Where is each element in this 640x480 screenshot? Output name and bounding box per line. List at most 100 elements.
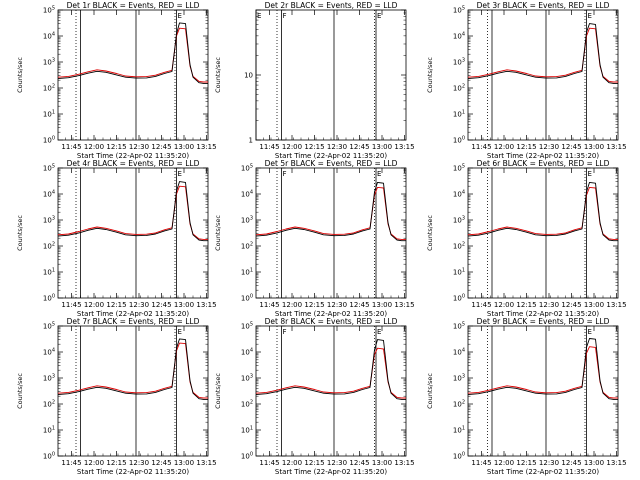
x-axis-label: Start Time (22-Apr-02 11:35:20) <box>487 152 599 160</box>
x-tick-label: 13:15 <box>606 143 626 151</box>
x-tick-label: 12:00 <box>494 143 514 151</box>
x-tick-label: 13:00 <box>584 301 604 309</box>
y-tick-label: 101 <box>453 110 465 119</box>
event-letter-label: E <box>588 170 592 178</box>
x-tick-label: 12:45 <box>349 301 369 309</box>
x-axis-label: Start Time (22-Apr-02 11:35:20) <box>487 468 599 476</box>
x-axis-label: Start Time (22-Apr-02 11:35:20) <box>77 468 189 476</box>
event-letter-label: E <box>257 12 261 20</box>
y-tick-label: 104 <box>241 190 253 199</box>
y-tick-label: 101 <box>453 426 465 435</box>
y-tick-label: 102 <box>43 242 55 251</box>
x-tick-label: 12:00 <box>494 301 514 309</box>
x-tick-label: 12:45 <box>151 301 171 309</box>
y-tick-label: 100 <box>241 294 253 303</box>
series-line-lld <box>467 186 618 240</box>
event-bracket-marker <box>176 9 181 141</box>
event-bracket-marker <box>586 325 591 457</box>
x-tick-label: 13:00 <box>174 459 194 467</box>
series-line-events <box>57 338 208 400</box>
chart-title: Det 6r BLACK = Events, RED = LLD <box>477 159 610 168</box>
x-tick-label: 13:15 <box>196 301 216 309</box>
chart-panel-6: Det 6r BLACK = Events, RED = LLD 100 101 10… <box>426 159 627 318</box>
y-tick-label: 101 <box>43 426 55 435</box>
y-tick-label: 104 <box>241 348 253 357</box>
y-axis-label: Counts/sec <box>16 215 24 251</box>
x-axis-label: Start Time (22-Apr-02 11:35:20) <box>275 310 387 318</box>
y-tick-label: 102 <box>241 242 253 251</box>
x-tick-label: 12:15 <box>516 301 536 309</box>
y-tick-label: 101 <box>241 268 253 277</box>
y-tick-label: 102 <box>43 400 55 409</box>
event-letter-label: E <box>178 12 182 20</box>
event-letter-label: E <box>178 170 182 178</box>
x-tick-label: 11:45 <box>259 459 279 467</box>
x-tick-label: 11:45 <box>259 301 279 309</box>
y-axis-label: Counts/sec <box>214 373 222 409</box>
y-tick-label: 105 <box>43 6 55 15</box>
y-tick-label: 102 <box>241 400 253 409</box>
y-axis-label: Counts/sec <box>16 373 24 409</box>
x-tick-label: 13:00 <box>584 143 604 151</box>
chart-title: Det 3r BLACK = Events, RED = LLD <box>477 1 610 10</box>
y-axis-label: Counts/sec <box>426 215 434 251</box>
event-bracket-marker <box>281 9 286 141</box>
y-tick-label: 103 <box>43 374 55 383</box>
event-letter-label: E <box>588 328 592 336</box>
y-tick-label: 103 <box>43 58 55 67</box>
event-bracket-marker <box>176 167 181 299</box>
x-tick-label: 13:15 <box>394 143 414 151</box>
chart-title: Det 2r BLACK = Events, RED = LLD <box>265 1 398 10</box>
x-tick-label: 12:30 <box>539 459 559 467</box>
x-tick-label: 13:00 <box>372 459 392 467</box>
y-tick-label: 101 <box>43 110 55 119</box>
x-axis-label: Start Time (22-Apr-02 11:35:20) <box>77 152 189 160</box>
y-tick-label: 105 <box>241 164 253 173</box>
y-tick-label: 103 <box>453 216 465 225</box>
series-line-lld <box>467 27 618 83</box>
y-tick-label: 104 <box>453 190 465 199</box>
x-tick-label: 12:15 <box>516 143 536 151</box>
x-axis-label: Start Time (22-Apr-02 11:35:20) <box>275 152 387 160</box>
x-tick-label: 11:45 <box>61 143 81 151</box>
chart-title: Det 4r BLACK = Events, RED = LLD <box>67 159 200 168</box>
chart-panel-7: Det 7r BLACK = Events, RED = LLD 100 101 10… <box>16 317 217 476</box>
chart-title: Det 1r BLACK = Events, RED = LLD <box>67 1 200 10</box>
x-tick-label: 12:00 <box>84 459 104 467</box>
y-axis-label: Counts/sec <box>426 57 434 93</box>
x-tick-label: 13:15 <box>196 459 216 467</box>
y-tick-label: 105 <box>241 322 253 331</box>
y-tick-label: 105 <box>453 6 465 15</box>
x-tick-label: 12:45 <box>349 459 369 467</box>
y-axis-label: Counts/sec <box>214 57 222 93</box>
series-line-lld <box>255 347 406 399</box>
x-tick-label: 13:15 <box>394 301 414 309</box>
x-tick-label: 12:00 <box>494 459 514 467</box>
series-line-events <box>467 181 618 242</box>
x-tick-label: 12:00 <box>282 143 302 151</box>
y-tick-label: 104 <box>43 348 55 357</box>
x-tick-label: 12:45 <box>349 143 369 151</box>
event-letter-label: F <box>283 170 287 178</box>
chart-panel-2: Det 2r BLACK = Events, RED = LLD 1 10 11:45… <box>214 1 415 160</box>
x-tick-label: 11:45 <box>259 143 279 151</box>
x-tick-label: 13:00 <box>372 301 392 309</box>
y-tick-label: 100 <box>453 452 465 461</box>
x-tick-label: 12:30 <box>539 301 559 309</box>
x-tick-label: 12:15 <box>304 301 324 309</box>
x-axis-label: Start Time (22-Apr-02 11:35:20) <box>275 468 387 476</box>
chart-panel-3: Det 3r BLACK = Events, RED = LLD 100 101 10… <box>426 1 627 160</box>
y-tick-label: 101 <box>43 268 55 277</box>
plot-frame <box>255 167 407 299</box>
x-tick-label: 12:30 <box>539 143 559 151</box>
event-bracket-marker <box>375 167 380 299</box>
y-tick-label: 102 <box>453 242 465 251</box>
chart-panel-4: Det 4r BLACK = Events, RED = LLD 100 101 10… <box>16 159 217 318</box>
x-tick-label: 12:00 <box>282 301 302 309</box>
y-tick-label: 104 <box>453 32 465 41</box>
x-tick-label: 11:45 <box>471 459 491 467</box>
event-letter-label: F <box>283 12 287 20</box>
x-tick-label: 12:45 <box>151 459 171 467</box>
y-tick-label: 10 <box>244 72 253 80</box>
